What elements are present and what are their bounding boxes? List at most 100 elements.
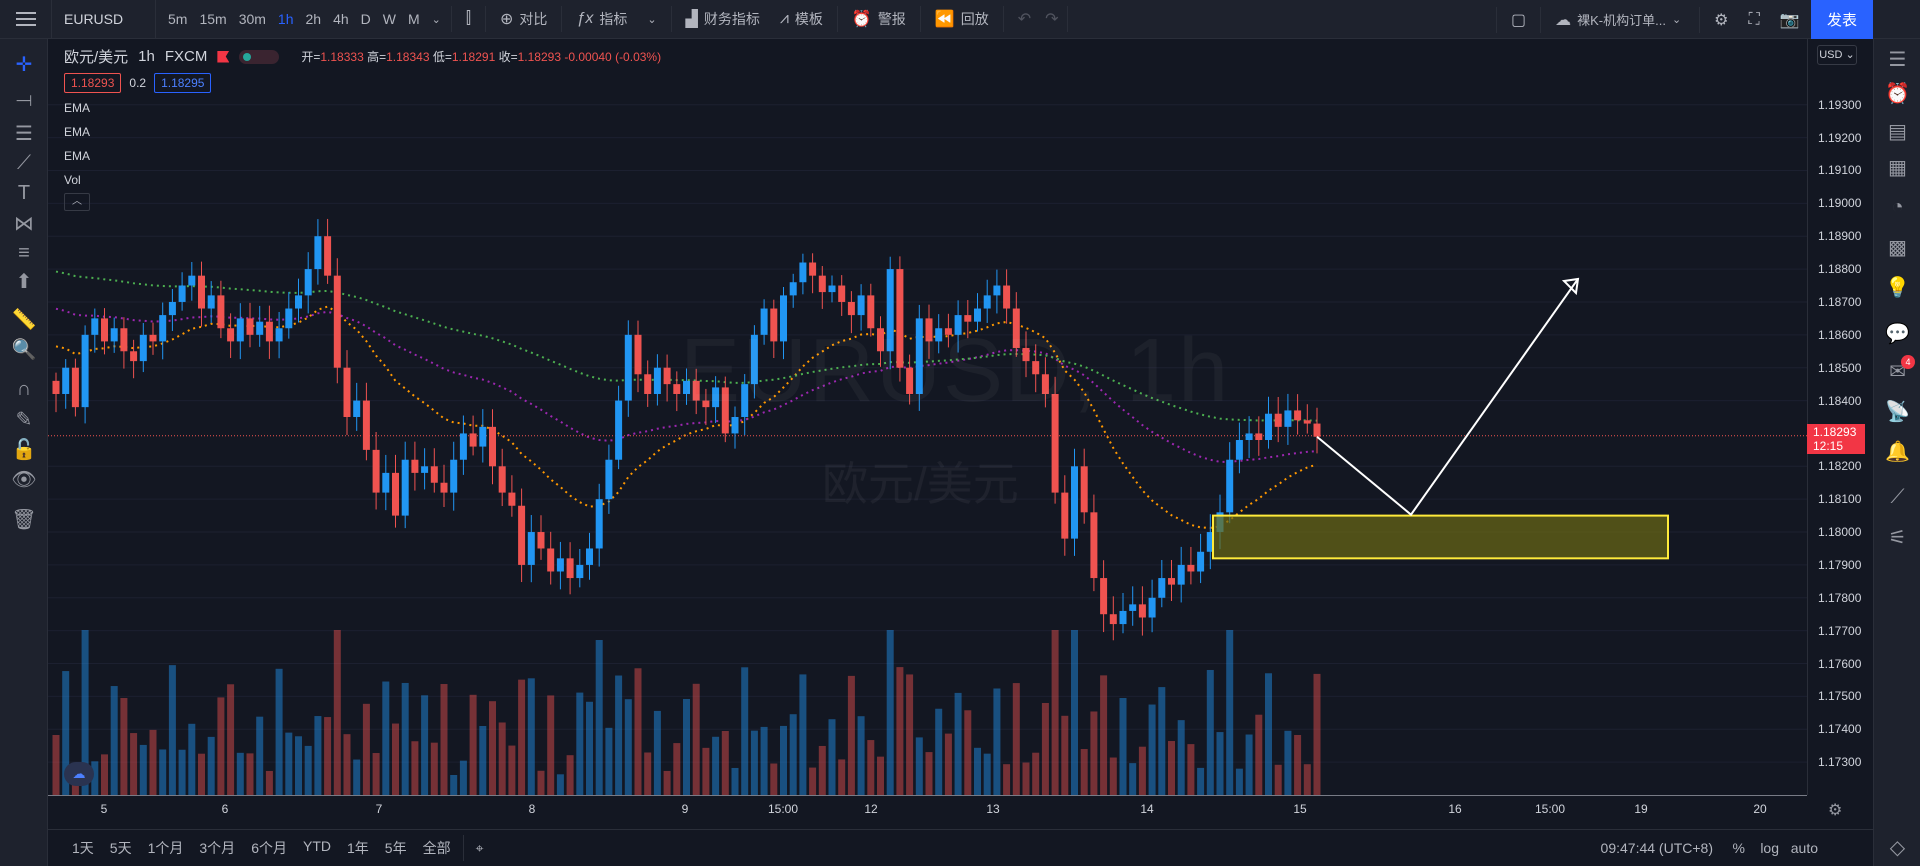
- chart-type-button[interactable]: ⫿: [456, 0, 481, 39]
- range-button[interactable]: 3个月: [199, 840, 236, 856]
- compare-button[interactable]: ⊕ 对比: [500, 11, 548, 28]
- range-button[interactable]: 5年: [384, 840, 407, 856]
- indicators-button[interactable]: ƒx 指标 ⌄: [576, 10, 657, 27]
- currency-button[interactable]: USD ⌄: [1817, 45, 1857, 65]
- buy-price-button[interactable]: 1.18295: [154, 73, 212, 93]
- volume-bar: [1158, 687, 1166, 795]
- collapse-sidebar-icon[interactable]: ◇: [1889, 836, 1906, 859]
- demand-zone-rectangle[interactable]: [1212, 514, 1669, 560]
- crosshair-icon[interactable]: ✛: [15, 53, 33, 76]
- market-status-toggle[interactable]: [239, 49, 280, 64]
- pencil-lock-icon[interactable]: ✎: [15, 408, 33, 431]
- alerts-icon[interactable]: ⏰: [1885, 82, 1910, 105]
- layout-grid-button[interactable]: ▢: [1501, 0, 1536, 39]
- ruler-icon[interactable]: 📏: [11, 308, 37, 331]
- sell-price-button[interactable]: 1.18293: [64, 73, 122, 93]
- lock-icon[interactable]: 🔓: [11, 438, 37, 461]
- range-button[interactable]: 6个月: [251, 840, 287, 856]
- flag-icon[interactable]: [217, 50, 230, 63]
- trend-line-icon[interactable]: ⟋: [17, 151, 31, 174]
- layout-name-button[interactable]: ☁ 裸K-机构订单... ⌄: [1555, 11, 1682, 29]
- timeframe-15m[interactable]: 15m: [199, 10, 227, 27]
- notifications-icon[interactable]: 🔔: [1885, 440, 1910, 463]
- replay-button[interactable]: ⏪ 回放: [934, 11, 989, 28]
- chevron-down-icon[interactable]: ⌄: [431, 13, 441, 26]
- fib-icon[interactable]: ≡: [18, 241, 30, 264]
- range-button[interactable]: YTD: [302, 838, 331, 854]
- lines-icon[interactable]: ☰: [15, 122, 33, 145]
- log-scale-button[interactable]: log: [1760, 840, 1779, 856]
- price-axis[interactable]: 1.19300 1.19200 1.19100 1.19000 1.18900 1.188…: [1807, 39, 1873, 795]
- time-axis[interactable]: 5 6 7 8 9 15:00 12 13 14 15 16 15:00 19 20: [48, 795, 1807, 823]
- candle-body: [1012, 308, 1020, 348]
- streams-icon[interactable]: 📡: [1885, 400, 1910, 423]
- price-chart[interactable]: [48, 39, 1807, 795]
- indicator-volume[interactable]: Vol: [64, 173, 81, 187]
- horizontal-line-icon[interactable]: ⟞: [15, 88, 33, 111]
- trash-icon[interactable]: 🗑: [11, 508, 37, 531]
- timeframe-D[interactable]: D: [360, 10, 371, 27]
- arrow-up-icon[interactable]: ⬆: [15, 270, 33, 293]
- timeframe-2h[interactable]: 2h: [305, 10, 322, 27]
- templates-button[interactable]: ⩘ 模板: [779, 10, 823, 27]
- volume-bar: [906, 674, 914, 795]
- eye-icon[interactable]: 👁: [11, 468, 37, 491]
- candle-body: [246, 318, 254, 335]
- axis-settings-icon[interactable]: ⚙: [1828, 802, 1843, 819]
- calendar-icon[interactable]: ▩: [1888, 236, 1907, 259]
- candle-body: [1100, 578, 1108, 615]
- percent-scale-button[interactable]: %: [1732, 840, 1745, 856]
- pattern-icon[interactable]: ⋈: [14, 212, 34, 235]
- chat-icon[interactable]: 💬: [1885, 322, 1910, 345]
- zoom-in-icon[interactable]: 🔍: [11, 338, 37, 361]
- projection-arrow-path[interactable]: [1316, 278, 1579, 517]
- timeframe-W[interactable]: W: [382, 10, 396, 27]
- redo-button[interactable]: ↷: [1041, 0, 1062, 39]
- alert-button[interactable]: ⏰ 警报: [851, 11, 906, 28]
- range-button[interactable]: 1个月: [147, 840, 184, 856]
- legend-pair[interactable]: 欧元/美元: [64, 49, 129, 66]
- undo-button[interactable]: ↶: [1008, 0, 1041, 39]
- publish-button[interactable]: 发表: [1811, 0, 1873, 39]
- timeframe-4h[interactable]: 4h: [333, 10, 349, 27]
- range-button[interactable]: 5天: [109, 840, 132, 856]
- magnet-icon[interactable]: ∩: [16, 377, 32, 400]
- volume-bar: [149, 729, 157, 795]
- trading-panel-icon[interactable]: ⟋: [1890, 485, 1905, 508]
- watchlist-icon[interactable]: ☰: [1888, 48, 1907, 71]
- order-panel-icon[interactable]: ⚟: [1888, 526, 1907, 549]
- news-icon[interactable]: ▦: [1888, 156, 1907, 179]
- timeframe-M[interactable]: M: [408, 10, 420, 27]
- price-tick-label: 1.18900: [1818, 229, 1862, 244]
- financials-button[interactable]: ▟ 财务指标: [685, 11, 760, 28]
- indicator-ema-2[interactable]: EMA: [64, 125, 91, 139]
- range-button[interactable]: 1年: [346, 840, 369, 856]
- main-menu-button[interactable]: [0, 0, 52, 39]
- text-icon[interactable]: T: [17, 181, 31, 204]
- fullscreen-button[interactable]: ⛶: [1738, 0, 1769, 39]
- hotlist-icon[interactable]: ◔: [1891, 195, 1904, 218]
- candle-body: [750, 334, 758, 385]
- tradingview-logo-icon[interactable]: ☁: [64, 762, 94, 786]
- candle-body: [498, 466, 506, 493]
- indicator-ema-3[interactable]: EMA: [64, 149, 91, 163]
- timeframe-30m[interactable]: 30m: [238, 10, 266, 27]
- range-button[interactable]: 1天: [72, 840, 94, 856]
- timeframe-1h[interactable]: 1h: [277, 10, 294, 27]
- range-button[interactable]: 全部: [422, 840, 451, 856]
- indicator-ema-1[interactable]: EMA: [64, 101, 91, 115]
- timeframe-5m[interactable]: 5m: [168, 10, 188, 27]
- clock[interactable]: 09:47:44 (UTC+8): [1600, 840, 1713, 856]
- collapse-legend-button[interactable]: ︿: [64, 193, 90, 211]
- screenshot-button[interactable]: 📷: [1770, 0, 1810, 39]
- data-window-icon[interactable]: ▤: [1888, 120, 1907, 143]
- settings-button[interactable]: ⚙: [1704, 0, 1738, 39]
- volume-bar: [62, 671, 70, 795]
- volume-bar: [1284, 730, 1292, 795]
- auto-scale-button[interactable]: auto: [1790, 840, 1818, 856]
- goto-date-icon[interactable]: ⌖: [475, 839, 484, 856]
- symbol-search-button[interactable]: EURUSD: [52, 0, 156, 39]
- messages-icon[interactable]: ✉ 4: [1874, 353, 1920, 389]
- ideas-icon[interactable]: 💡: [1885, 276, 1910, 299]
- volume-bar: [1313, 673, 1321, 795]
